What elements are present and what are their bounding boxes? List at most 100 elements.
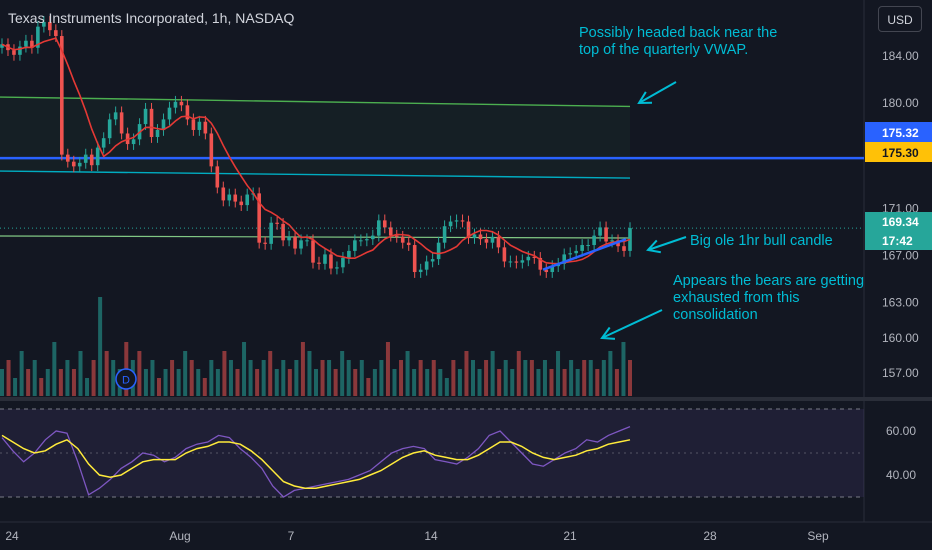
price-badge-label: 169.34 — [882, 215, 919, 229]
candle-body — [215, 166, 220, 188]
candle-body — [400, 236, 405, 243]
candle-body — [24, 40, 28, 47]
candle-body — [311, 240, 315, 263]
volume-bar — [255, 369, 260, 396]
volume-bar — [26, 369, 31, 396]
candle-body — [269, 222, 273, 244]
volume-bar — [327, 360, 332, 396]
volume-bar — [595, 369, 600, 396]
candle-body — [436, 242, 441, 260]
price-axis-label: 180.00 — [882, 96, 919, 110]
candle-body — [167, 107, 172, 120]
volume-bar — [490, 351, 495, 396]
price-axis-label: 167.00 — [882, 249, 919, 263]
candle-body — [305, 240, 309, 242]
candle-body — [514, 261, 519, 263]
volume-bar — [268, 351, 273, 396]
candle-body — [60, 36, 64, 155]
candle-body — [574, 250, 578, 254]
price-badge — [865, 231, 932, 250]
volume-bar — [85, 378, 90, 396]
volume-bar — [157, 378, 161, 396]
rsi-ma-line — [1, 434, 631, 489]
volume-bar — [359, 360, 364, 396]
candle-body — [377, 220, 381, 236]
volume-bar — [562, 369, 567, 396]
annotation-line: Possibly headed back near the — [579, 25, 778, 41]
candle-body — [454, 220, 459, 222]
volume-bar — [588, 360, 593, 396]
candle-body — [89, 154, 94, 166]
annotation-arrow-bull-candle-head — [646, 239, 661, 254]
annotation-bull-candle: Big ole 1hr bull candle — [690, 233, 833, 250]
volume-bar — [457, 369, 462, 396]
volume-bar — [320, 360, 325, 396]
candle-body — [173, 101, 178, 108]
time-axis-label: 28 — [703, 529, 717, 543]
time-axis-label: 21 — [563, 529, 577, 543]
volume-bar — [163, 369, 168, 396]
volume-bar — [13, 378, 18, 396]
candle-body — [544, 269, 549, 273]
volume-bar — [111, 360, 116, 396]
volume-bar — [516, 351, 521, 396]
volume-bar — [150, 360, 155, 396]
vwap-line — [0, 170, 631, 179]
candle-body — [592, 235, 596, 246]
volume-bar — [32, 360, 37, 396]
volume-bar — [222, 351, 227, 396]
volume-bar — [608, 351, 613, 396]
annotation-line: Big ole 1hr bull candle — [690, 233, 833, 249]
currency-button[interactable]: USD — [878, 6, 922, 32]
volume-bar — [353, 369, 358, 396]
volume-bar — [209, 360, 214, 396]
volume-bar — [523, 360, 528, 396]
price-badge-label: 175.30 — [882, 146, 919, 160]
candle-body — [71, 161, 76, 167]
candle-body — [101, 138, 106, 148]
candle-body — [442, 226, 447, 243]
candle-body — [341, 257, 345, 268]
candle-body — [0, 44, 4, 48]
candle-body — [299, 240, 303, 249]
candle-body — [382, 220, 387, 228]
volume-bar — [45, 369, 50, 396]
volume-bar — [314, 369, 318, 396]
volume-bar — [542, 360, 547, 396]
volume-bar — [202, 378, 207, 396]
candle-body — [424, 261, 429, 270]
annotation-arrow-bears — [601, 309, 663, 339]
time-axis-label: 7 — [288, 529, 295, 543]
volume-bar — [215, 369, 220, 396]
volume-bar — [575, 369, 580, 396]
candle-body — [412, 245, 417, 273]
volume-bar — [405, 351, 410, 396]
volume-bar — [287, 369, 292, 396]
volume-bar — [300, 342, 305, 396]
candle-body — [604, 227, 608, 242]
volume-bar — [274, 369, 279, 396]
annotation-line: consolidation — [673, 307, 758, 323]
candle-body — [371, 235, 375, 240]
volume-bar — [438, 369, 443, 396]
volume-bar — [176, 369, 181, 396]
price-axis-label: 184.00 — [882, 49, 919, 63]
candle-body — [275, 222, 279, 224]
candle-body — [460, 220, 465, 222]
candle-body — [77, 162, 82, 167]
candle-body — [95, 147, 100, 166]
volume-bar — [235, 369, 240, 396]
candle-body — [185, 105, 190, 120]
annotation-bears-exhausted: Appears the bears are getting exhausted … — [673, 273, 864, 324]
volume-bar — [52, 342, 57, 396]
volume-bar — [104, 351, 109, 396]
volume-bar — [385, 342, 390, 396]
volume-bar — [484, 360, 489, 396]
volume-bar — [425, 369, 430, 396]
volume-bar — [372, 369, 377, 396]
candle-body — [233, 194, 238, 202]
candle-body — [466, 221, 471, 238]
price-badge — [865, 122, 932, 142]
volume-bar — [261, 360, 266, 396]
candle-body — [508, 261, 513, 263]
